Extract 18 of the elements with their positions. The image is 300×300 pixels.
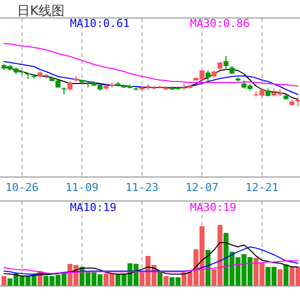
x-tick-label: 11-23 — [125, 181, 159, 194]
x-tick-label: 12-21 — [245, 181, 279, 194]
candlestick — [206, 70, 210, 82]
x-tick-label: 11-09 — [65, 181, 99, 194]
bar — [158, 272, 162, 286]
text: MA10:0.61 — [70, 17, 130, 30]
text: MA30:0.86 — [190, 17, 250, 30]
bar — [284, 264, 288, 286]
candlestick — [224, 56, 228, 70]
bar — [206, 250, 210, 286]
bar — [2, 276, 6, 286]
text: MA30:19 — [190, 201, 236, 214]
text: MA10:19 — [70, 201, 116, 214]
x-tick-label: 12-07 — [185, 181, 219, 194]
bar — [164, 276, 168, 286]
bar — [278, 269, 282, 286]
x-tick-label: 10-26 — [5, 181, 39, 194]
chart-title: 日K线图 — [17, 4, 65, 19]
